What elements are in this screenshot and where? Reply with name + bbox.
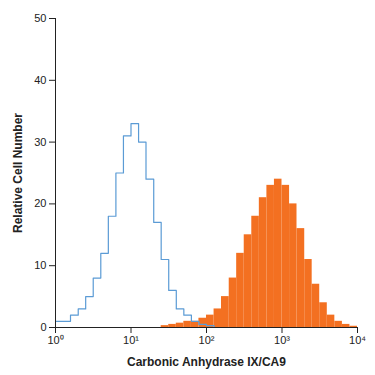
svg-text:20: 20 [34, 197, 46, 209]
svg-text:Carbonic Anhydrase IX/CA9: Carbonic Anhydrase IX/CA9 [127, 355, 286, 369]
svg-text:30: 30 [34, 136, 46, 148]
svg-text:50: 50 [34, 12, 46, 24]
svg-text:10: 10 [34, 259, 46, 271]
svg-text:10⁰: 10⁰ [47, 334, 63, 346]
svg-text:40: 40 [34, 74, 46, 86]
svg-text:10³: 10³ [274, 334, 290, 346]
svg-text:10²: 10² [199, 334, 215, 346]
svg-text:Relative Cell Number: Relative Cell Number [11, 113, 25, 233]
svg-text:10¹: 10¹ [123, 334, 139, 346]
svg-text:10⁴: 10⁴ [349, 334, 366, 346]
svg-text:0: 0 [40, 321, 46, 333]
